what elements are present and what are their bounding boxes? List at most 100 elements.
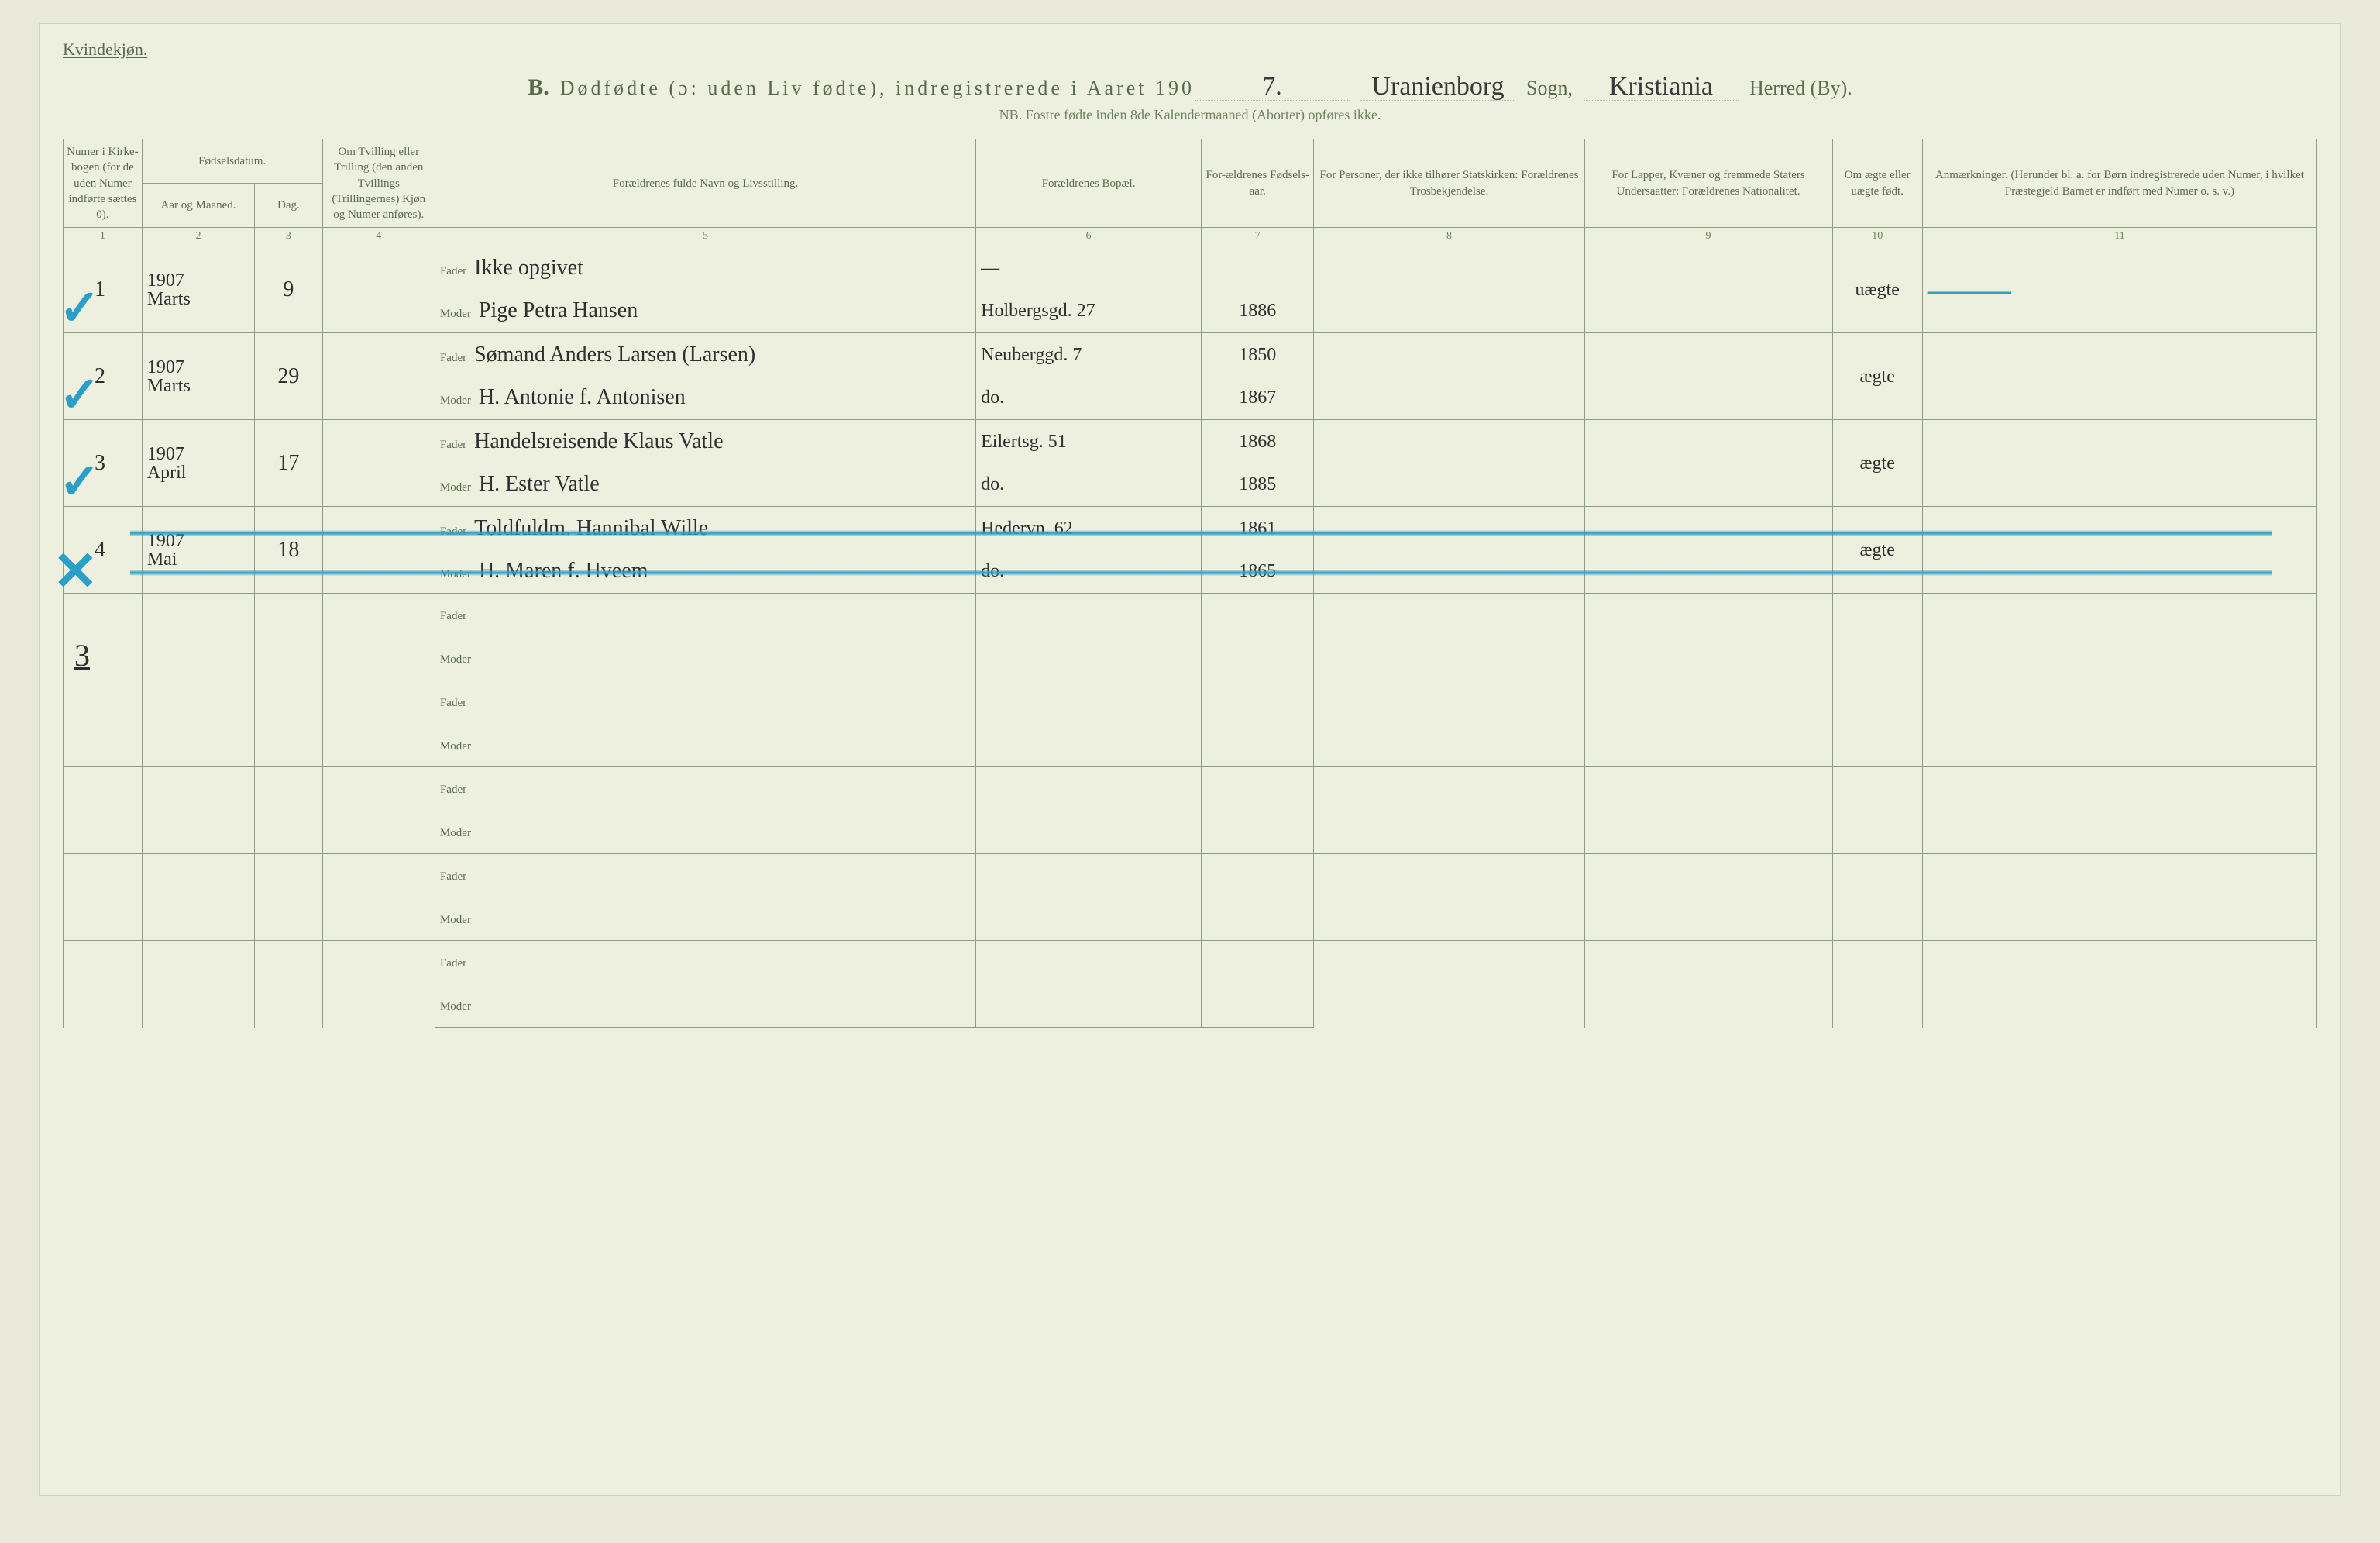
cell-number <box>64 854 143 941</box>
moder-label: Moder <box>440 653 471 666</box>
cell-twin <box>322 941 435 1028</box>
cell-moder-name: Moder <box>435 984 975 1028</box>
cell-year-month: 1907Marts <box>142 333 254 420</box>
moder-value: Pige Petra Hansen <box>479 300 638 322</box>
cell-day: 17 <box>255 420 322 507</box>
cell-moder-name: ModerPige Petra Hansen <box>435 290 975 333</box>
month: April <box>147 463 249 482</box>
herred-label: Herred (By). <box>1749 77 1852 100</box>
cell-anm <box>1922 680 2316 767</box>
colnum: 6 <box>976 228 1202 246</box>
moder-value: H. Maren f. Hveem <box>479 560 648 582</box>
title-row: B. Dødfødte (ɔ: uden Liv fødte), indregi… <box>63 74 2317 101</box>
cell-nat <box>1584 333 1832 420</box>
col-header-6: Forældrenes Bopæl. <box>976 139 1202 228</box>
register-page: Kvindekjøn. B. Dødfødte (ɔ: uden Liv fød… <box>39 23 2341 1496</box>
colnum: 4 <box>322 228 435 246</box>
cell-relig <box>1314 333 1584 420</box>
cell-moder-name: Moder <box>435 637 975 680</box>
empty-row: Fader <box>64 680 2317 724</box>
cell-fader-year <box>1202 767 1314 811</box>
cell-year-month: 1907April <box>142 420 254 507</box>
cell-relig <box>1314 507 1584 594</box>
cell-aegte <box>1832 854 1922 941</box>
cell-fader-bopael: Hedervn. 62 <box>976 507 1202 550</box>
cell-year-month <box>142 767 254 854</box>
entry-row: ✓21907Marts29FaderSømand Anders Larsen (… <box>64 333 2317 377</box>
cell-twin <box>322 854 435 941</box>
fader-label: Fader <box>440 870 466 883</box>
sogn-value: Uranienborg <box>1360 74 1515 101</box>
cell-number: ✓2 <box>64 333 143 420</box>
col-header-2group: Fødselsdatum. <box>142 139 322 184</box>
cell-day: 9 <box>255 246 322 333</box>
cell-fader-bopael <box>976 594 1202 637</box>
month: Mai <box>147 550 249 569</box>
cell-moder-name: ModerH. Maren f. Hveem <box>435 550 975 594</box>
cell-moder-year: 1885 <box>1202 463 1314 507</box>
empty-row: Fader <box>64 854 2317 897</box>
cell-fader-year: 1868 <box>1202 420 1314 463</box>
colnum: 7 <box>1202 228 1314 246</box>
cell-fader-year <box>1202 246 1314 290</box>
cell-fader-name: FaderIkke opgivet <box>435 246 975 290</box>
year: 1907 <box>147 445 249 463</box>
table-head: Numer i Kirke-bogen (for de uden Numer i… <box>64 139 2317 246</box>
col-header-5: Forældrenes fulde Navn og Livsstilling. <box>435 139 975 228</box>
fader-label: Fader <box>440 610 466 622</box>
cell-moder-year <box>1202 984 1314 1028</box>
cell-number: ✓3 <box>64 420 143 507</box>
cell-anm <box>1922 854 2316 941</box>
month: Marts <box>147 377 249 395</box>
herred-value: Kristiania <box>1584 74 1739 101</box>
cell-number <box>64 941 143 1028</box>
cell-moder-year <box>1202 811 1314 854</box>
cell-fader-bopael <box>976 767 1202 811</box>
cell-fader-name: Fader <box>435 941 975 984</box>
cell-moder-bopael: do. <box>976 550 1202 594</box>
cell-fader-name: Fader <box>435 594 975 637</box>
cell-fader-name: Fader <box>435 854 975 897</box>
moder-label: Moder <box>440 914 471 926</box>
cell-year-month <box>142 594 254 680</box>
fader-label: Fader <box>440 352 466 365</box>
cell-nat <box>1584 246 1832 333</box>
cell-nat <box>1584 941 1832 1028</box>
cell-relig <box>1314 854 1584 941</box>
col-header-9: For Lapper, Kvæner og fremmede Staters U… <box>1584 139 1832 228</box>
moder-label: Moder <box>440 1001 471 1013</box>
cell-anm <box>1922 767 2316 854</box>
fader-label: Fader <box>440 957 466 970</box>
cell-day <box>255 680 322 767</box>
cell-aegte: uægte <box>1832 246 1922 333</box>
fader-value: Sømand Anders Larsen (Larsen) <box>474 344 755 366</box>
cell-aegte: ægte <box>1832 333 1922 420</box>
cell-fader-name: Fader Sømand Anders Larsen (Larsen) <box>435 333 975 377</box>
cell-moder-bopael: do. <box>976 463 1202 507</box>
cell-fader-year <box>1202 680 1314 724</box>
cell-relig <box>1314 594 1584 680</box>
cell-moder-year <box>1202 637 1314 680</box>
cell-relig <box>1314 420 1584 507</box>
cell-year-month <box>142 680 254 767</box>
moder-label: Moder <box>440 827 471 839</box>
moder-value: H. Ester Vatle <box>479 474 600 495</box>
col-header-11: Anmærkninger. (Herunder bl. a. for Børn … <box>1922 139 2316 228</box>
fader-label: Fader <box>440 784 466 796</box>
cell-day <box>255 941 322 1028</box>
cell-year-month <box>142 854 254 941</box>
col-header-7: For-ældrenes Fødsels-aar. <box>1202 139 1314 228</box>
cell-twin <box>322 680 435 767</box>
cell-nat <box>1584 420 1832 507</box>
cell-fader-bopael <box>976 854 1202 897</box>
cell-day <box>255 854 322 941</box>
cell-year-month: 1907Marts <box>142 246 254 333</box>
entry-row: ✓11907Marts9FaderIkke opgivet—uægte——— <box>64 246 2317 290</box>
cell-fader-name: FaderHandelsreisende Klaus Vatle <box>435 420 975 463</box>
cell-moder-name: ModerH. Ester Vatle <box>435 463 975 507</box>
cell-moder-name: ModerH. Antonie f. Antonisen <box>435 377 975 420</box>
col-header-10: Om ægte eller uægte født. <box>1832 139 1922 228</box>
dash-icon: ——— <box>1928 274 2011 305</box>
cell-year-month <box>142 941 254 1028</box>
cell-number: ✓1 <box>64 246 143 333</box>
